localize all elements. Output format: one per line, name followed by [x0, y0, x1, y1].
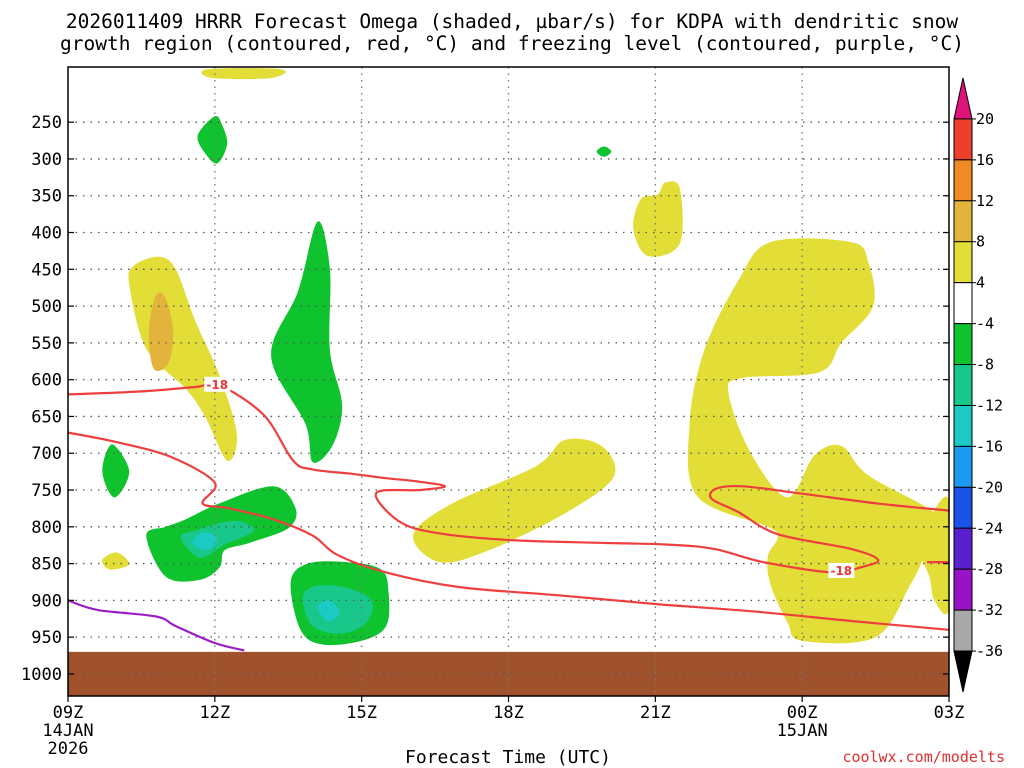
colorbar-segment [953, 323, 973, 366]
colorbar-segment [953, 486, 973, 529]
colorbar-label: 16 [976, 151, 994, 169]
y-tick-label: 700 [31, 444, 62, 464]
y-tick-label: 750 [31, 481, 62, 501]
colorbar-label: -20 [976, 478, 1003, 496]
credit-text: coolwx.com/modelts [842, 748, 1005, 766]
colorbar-segment [953, 200, 973, 243]
y-tick-label: 500 [31, 297, 62, 317]
omega-region-6 [271, 221, 343, 463]
x-tick-label: 15Z [346, 703, 377, 723]
omega-region-0 [201, 68, 286, 80]
contour-label: -18 [830, 564, 852, 578]
y-tick-label: 450 [31, 260, 62, 280]
omega-region-1 [197, 116, 228, 164]
x-tick-label: 18Z [493, 703, 524, 723]
colorbar-label: -16 [976, 437, 1003, 455]
colorbar-segment [953, 527, 973, 570]
omega-region-9 [919, 496, 949, 615]
omega-region-13 [180, 520, 255, 558]
y-tick-label: 350 [31, 187, 62, 207]
colorbar-label: -8 [976, 356, 994, 374]
y-tick-label: 250 [31, 113, 62, 133]
dgz-contour-line [68, 431, 949, 631]
surface-ground [68, 651, 949, 696]
colorbar-segment [953, 445, 973, 488]
colorbar-segment [953, 609, 973, 652]
colorbar: 20 16 12 8 4 -4 -8 -12 -16 -20 -24 -28 -32 -36 [953, 77, 1003, 693]
contour-layer: -18 -18 [68, 376, 949, 652]
colorbar-segment [953, 118, 973, 161]
y-tick-label: 1000 [21, 665, 62, 685]
x-tick-label: 09Z [53, 703, 84, 723]
x-tick-label: 03Z [934, 703, 965, 723]
y-tick-label: 800 [31, 518, 62, 538]
colorbar-segment-top [953, 77, 973, 120]
colorbar-label: 4 [976, 274, 985, 292]
colorbar-segment-bottom [953, 650, 973, 693]
omega-region-2 [596, 146, 612, 157]
y-tick-label: 650 [31, 407, 62, 427]
contour-label-background [204, 376, 231, 392]
colorbar-segment [953, 568, 973, 611]
y-tick-label: 850 [31, 555, 62, 575]
omega-region-3 [633, 181, 683, 257]
omega-region-11 [102, 444, 130, 498]
omega-region-14 [192, 532, 218, 551]
y-tick-label: 950 [31, 628, 62, 648]
x-tick-label: 21Z [640, 703, 671, 723]
y-tick-label: 900 [31, 591, 62, 611]
omega-region-17 [317, 600, 340, 622]
colorbar-segment [953, 364, 973, 406]
x-tick-date-label: 14JAN [42, 721, 93, 741]
omega-region-5 [148, 292, 174, 371]
y-tick-label: 300 [31, 150, 62, 170]
omega-region-10 [102, 552, 130, 570]
colorbar-label: -32 [976, 601, 1003, 619]
colorbar-segment [953, 159, 973, 202]
omega-region-8 [687, 238, 945, 644]
colorbar-segment [953, 241, 973, 284]
colorbar-segment [953, 282, 973, 325]
colorbar-segment [953, 404, 973, 447]
chart-title-line-2: growth region (contoured, red, °C) and f… [60, 32, 964, 55]
x-axis-title: Forecast Time (UTC) [405, 747, 611, 768]
omega-region-7 [412, 438, 616, 563]
colorbar-label: -28 [976, 560, 1003, 578]
axis-layer: 250 300 350 400 450 500 550 600 650 700 750 800 850 9… [21, 113, 964, 759]
x-tick-date-label: 15JAN [777, 721, 828, 741]
y-tick-label: 400 [31, 224, 62, 244]
colorbar-label: -12 [976, 396, 1003, 414]
x-tick-label: 00Z [787, 703, 818, 723]
colorbar-label: -4 [976, 315, 994, 333]
x-tick-year-label: 2026 [48, 739, 89, 759]
dgz-contour-line [68, 382, 949, 574]
omega-shading-layer [102, 68, 949, 646]
colorbar-label: 8 [976, 233, 985, 251]
contour-label-background [828, 562, 855, 578]
colorbar-label: 20 [976, 110, 994, 128]
freezing-level-contour-line [68, 599, 245, 652]
y-tick-label: 550 [31, 334, 62, 354]
y-tick-label: 600 [31, 371, 62, 391]
chart-title-line-1: 2026011409 HRRR Forecast Omega (shaded, … [65, 10, 959, 33]
grid-layer [68, 67, 949, 696]
x-tick-label: 12Z [199, 703, 230, 723]
contour-label: -18 [206, 378, 228, 392]
colorbar-label: -24 [976, 519, 1003, 537]
colorbar-label: 12 [976, 192, 994, 210]
colorbar-label: -36 [976, 642, 1003, 660]
